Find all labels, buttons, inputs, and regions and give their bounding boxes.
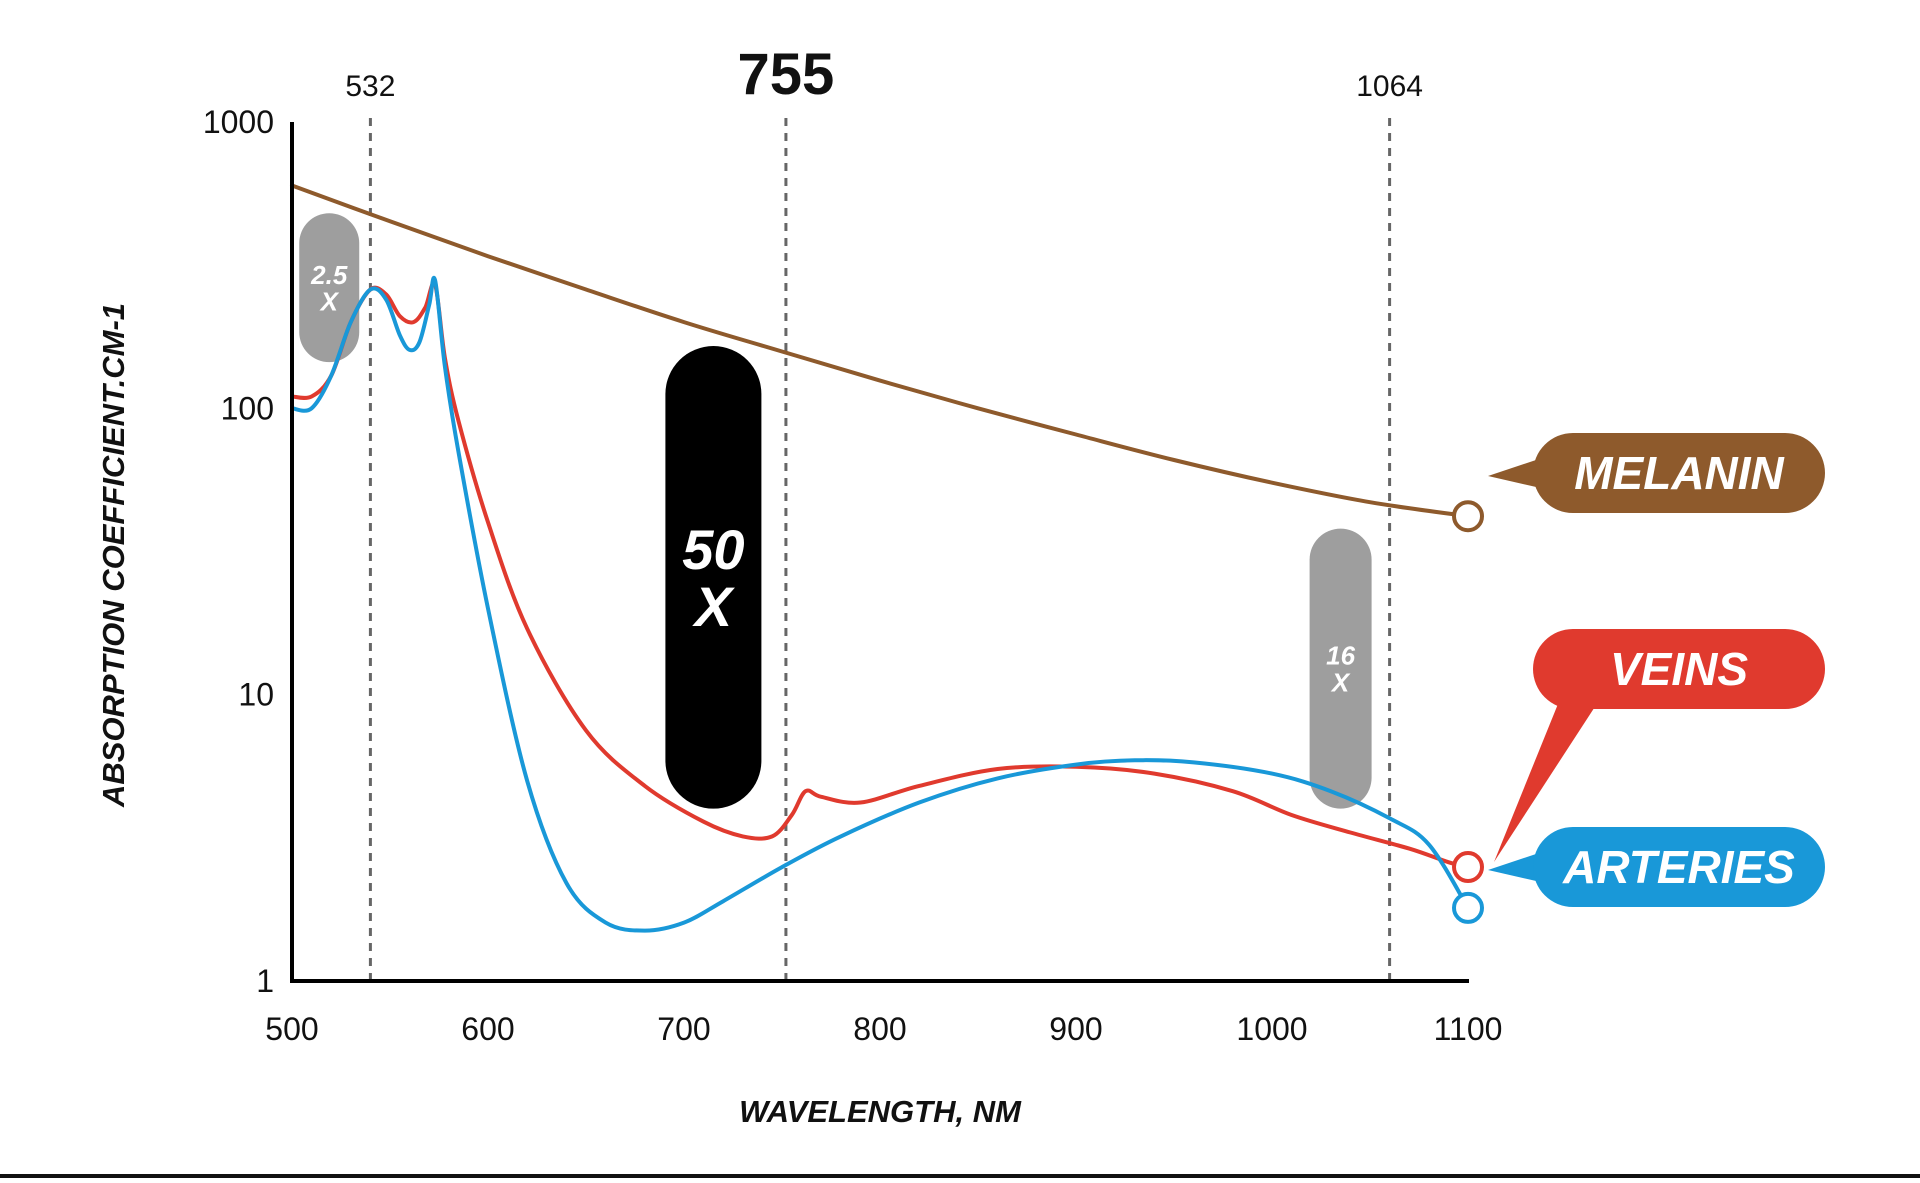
x-tick-label: 1000 — [1236, 1011, 1307, 1047]
x-tick-label: 700 — [657, 1011, 710, 1047]
reference-line-label: 1064 — [1356, 70, 1423, 103]
reference-line-label: 532 — [345, 70, 395, 103]
legend-label: VEINS — [1610, 643, 1748, 695]
annotation-label: X — [692, 575, 736, 638]
annotation-label: X — [1330, 667, 1351, 697]
y-tick-label: 100 — [221, 390, 274, 426]
annotation-pill — [665, 346, 762, 809]
legend: MELANIN VEINS ARTERIES — [1452, 433, 1825, 924]
legend-label: ARTERIES — [1562, 841, 1795, 893]
y-tick-label: 10 — [238, 677, 274, 713]
x-axis-title: WAVELENGTH, NM — [739, 1094, 1022, 1129]
reference-line-label: 755 — [738, 42, 835, 107]
x-tick-label: 900 — [1049, 1011, 1102, 1047]
annotation-label: 50 — [682, 518, 744, 581]
legend-pill-veins — [1533, 629, 1825, 709]
reference-labels: 532 755 1064 — [345, 42, 1423, 107]
series-end-marker — [1452, 851, 1484, 884]
series-line-arteries — [290, 275, 1470, 933]
x-tick-label: 600 — [461, 1011, 514, 1047]
series-line-melanin — [290, 183, 1470, 519]
legend-pointer — [1494, 699, 1600, 862]
y-tick-labels: 1 10 100 1000 — [203, 104, 274, 999]
legend-pill-melanin — [1533, 433, 1825, 513]
reference-lines — [368, 118, 1392, 981]
series-line-veins — [290, 281, 1470, 870]
annotation-label: X — [319, 286, 340, 316]
series-end-marker — [1452, 500, 1484, 533]
bottom-rule — [0, 1174, 1920, 1178]
legend-label: MELANIN — [1574, 447, 1784, 499]
y-tick-label: 1 — [256, 963, 274, 999]
series-layer — [290, 183, 1470, 933]
x-tick-labels: 500 600 700 800 900 1000 1100 — [265, 1011, 1502, 1047]
annotation-pill — [1309, 528, 1372, 809]
annotation-label: 2.5 — [310, 260, 348, 290]
series-end-marker — [1452, 891, 1484, 924]
x-tick-label: 500 — [265, 1011, 318, 1047]
x-tick-label: 800 — [853, 1011, 906, 1047]
axes — [290, 122, 1469, 983]
annotation-label: 16 — [1326, 641, 1355, 671]
y-axis-title: ABSORPTION COEFFICIENT.CM-1 — [96, 303, 131, 808]
legend-pointer — [1488, 851, 1545, 883]
y-tick-label: 1000 — [203, 104, 274, 140]
annotation-pill — [299, 213, 360, 363]
legend-pointer — [1488, 457, 1545, 489]
legend-pill-arteries — [1533, 827, 1825, 907]
x-tick-label: 1100 — [1434, 1011, 1503, 1047]
